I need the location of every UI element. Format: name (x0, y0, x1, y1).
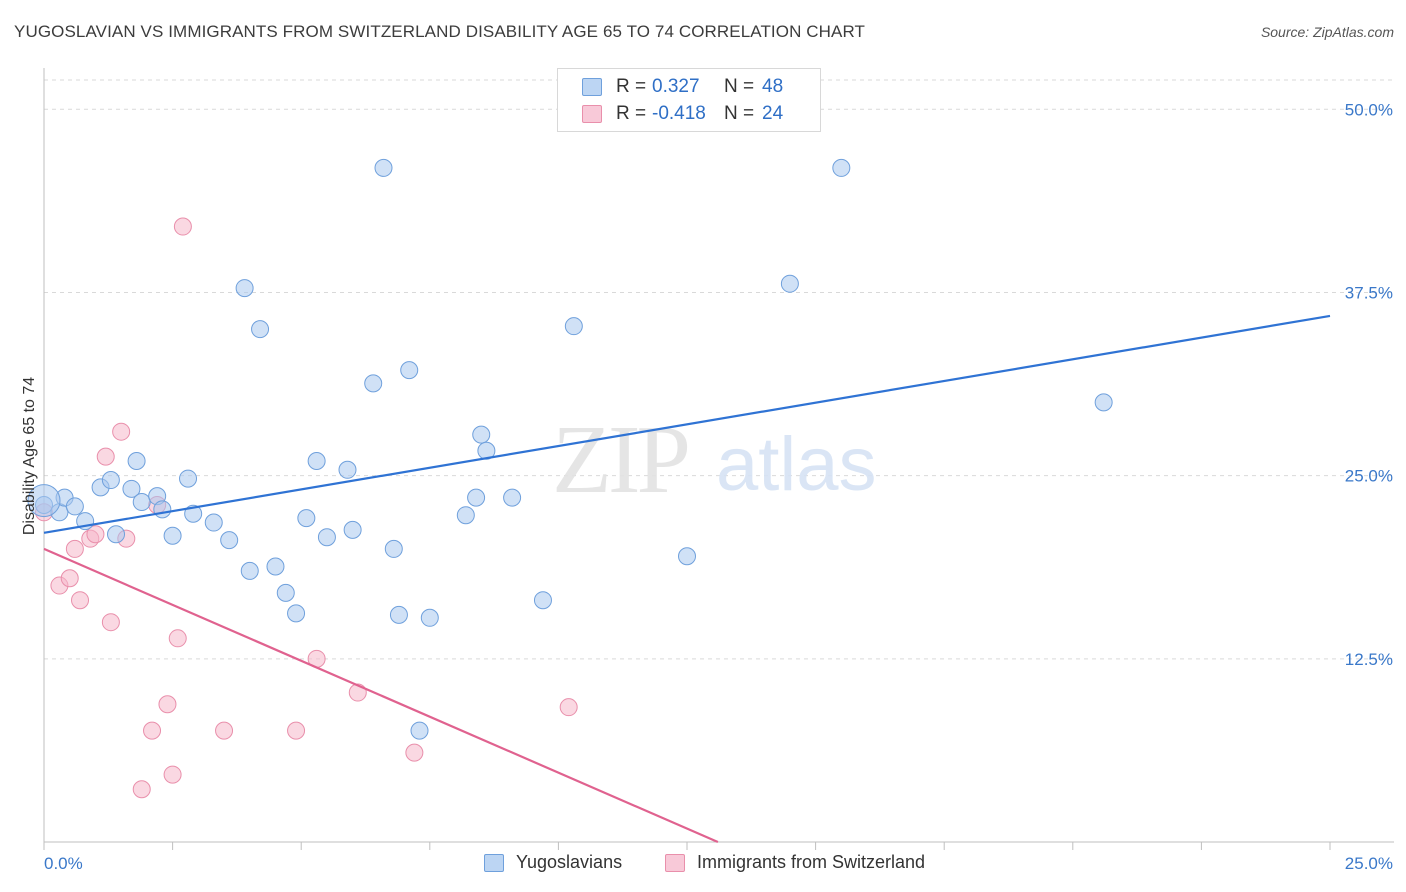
x-tick-label: 0.0% (44, 854, 83, 873)
data-point-switzerland (60, 569, 79, 588)
watermark: ZIP atlas (552, 406, 877, 514)
data-point-yugoslavian (204, 513, 223, 532)
chart-title: YUGOSLAVIAN VS IMMIGRANTS FROM SWITZERLA… (14, 22, 866, 41)
data-point-yugoslavian (472, 425, 491, 444)
data-point-switzerland (405, 743, 424, 762)
data-point-switzerland (71, 591, 90, 610)
data-point-yugoslavian (307, 452, 326, 470)
data-point-yugoslavian (467, 488, 486, 507)
watermark-zip: ZIP (552, 406, 687, 514)
y-tick-label: 12.5% (1345, 650, 1393, 669)
data-point-switzerland (112, 422, 131, 441)
data-point-yugoslavian (343, 520, 362, 539)
y-tick-label: 50.0% (1345, 100, 1393, 119)
bottom-legend-swatch-blue (484, 853, 504, 872)
legend-r-value: -0.418 (652, 103, 706, 124)
data-point-yugoslavian (163, 526, 182, 545)
x-tick-label: 25.0% (1345, 854, 1393, 873)
data-point-yugoslavian (317, 528, 336, 547)
data-point-switzerland (559, 698, 578, 717)
data-point-yugoslavian (503, 488, 522, 507)
data-point-switzerland (168, 629, 187, 648)
data-point-yugoslavian (533, 591, 552, 610)
data-point-yugoslavian (101, 471, 120, 490)
legend-n-value: 48 (762, 76, 784, 97)
trendline-switzerland (43, 547, 719, 844)
data-point-yugoslavian (287, 604, 306, 623)
data-point-switzerland (132, 780, 151, 799)
data-point-switzerland (158, 695, 177, 714)
data-point-switzerland (215, 721, 234, 740)
data-point-yugoslavian (374, 158, 393, 177)
data-point-yugoslavian (266, 557, 285, 576)
data-point-yugoslavian (184, 504, 203, 523)
data-point-yugoslavian (153, 500, 172, 519)
data-point-switzerland (86, 525, 105, 544)
legend-r-label: R = (616, 76, 647, 97)
data-point-switzerland (173, 217, 192, 236)
data-point-yugoslavian (276, 583, 295, 602)
data-point-yugoslavian (564, 317, 583, 336)
source-credit: Source: ZipAtlas.com (1260, 24, 1394, 40)
y-axis-label: Disability Age 65 to 74 (21, 377, 38, 535)
data-point-yugoslavian (107, 525, 126, 544)
data-point-switzerland (287, 721, 306, 740)
data-point-switzerland (65, 539, 84, 558)
trendline-yugoslavians (43, 314, 1331, 534)
data-point-switzerland (163, 765, 182, 784)
data-point-yugoslavian (27, 484, 61, 518)
data-point-yugoslavian (65, 497, 84, 516)
data-point-yugoslavian (389, 605, 408, 624)
data-point-yugoslavian (456, 506, 475, 525)
data-point-yugoslavian (420, 608, 439, 627)
data-point-switzerland (143, 721, 162, 740)
bottom-legend-yugoslavians: Yugoslavians (484, 852, 622, 873)
y-tick-label: 25.0% (1345, 467, 1393, 486)
legend-n-value: 24 (762, 103, 784, 124)
legend-n-label: N = (724, 103, 755, 124)
data-point-switzerland (96, 447, 115, 466)
data-point-yugoslavian (132, 493, 151, 512)
data-point-yugoslavian (179, 469, 198, 488)
data-point-yugoslavian (127, 452, 146, 470)
legend-swatch-pink (582, 105, 602, 123)
data-point-yugoslavian (122, 479, 141, 498)
bottom-legend: Yugoslavians Immigrants from Switzerland (0, 852, 1406, 876)
data-point-yugoslavian (678, 547, 696, 566)
stats-legend: R = 0.327 N = 48 R = -0.418 N = 24 (557, 68, 821, 132)
bottom-legend-label: Yugoslavians (516, 852, 623, 872)
x-tick-labels: 0.0% 25.0% (44, 854, 1393, 873)
data-point-yugoslavian (240, 561, 259, 580)
data-point-yugoslavian (235, 279, 254, 298)
data-point-yugoslavian (1094, 393, 1113, 412)
data-point-yugoslavian (384, 539, 403, 558)
legend-n-label: N = (724, 76, 755, 97)
series-switzerland-points (35, 217, 578, 799)
data-point-yugoslavian (251, 320, 270, 339)
series-yugoslavians-points (27, 158, 1113, 740)
y-tick-labels: 12.5% 25.0% 37.5% 50.0% (1345, 100, 1393, 669)
axes (43, 68, 1394, 850)
y-tick-label: 37.5% (1345, 283, 1393, 302)
data-point-yugoslavian (410, 721, 429, 740)
bottom-legend-swatch-pink (665, 853, 685, 872)
data-point-yugoslavian (832, 158, 851, 177)
legend-swatch-blue (582, 78, 602, 96)
data-point-yugoslavian (400, 361, 419, 380)
data-point-yugoslavian (364, 374, 383, 393)
trendlines (43, 314, 1331, 844)
legend-row-switzerland: R = -0.418 N = 24 (582, 102, 783, 126)
data-point-yugoslavian (338, 460, 357, 479)
watermark-atlas: atlas (716, 422, 877, 507)
data-point-switzerland (101, 613, 120, 632)
data-point-yugoslavian (297, 509, 316, 528)
data-point-yugoslavian (780, 274, 799, 293)
legend-r-value: 0.327 (652, 76, 700, 97)
legend-row-yugoslavians: R = 0.327 N = 48 (582, 75, 783, 99)
data-point-yugoslavian (220, 531, 239, 550)
legend-r-label: R = (616, 103, 647, 124)
bottom-legend-label: Immigrants from Switzerland (697, 852, 926, 872)
bottom-legend-switzerland: Immigrants from Switzerland (665, 852, 925, 873)
